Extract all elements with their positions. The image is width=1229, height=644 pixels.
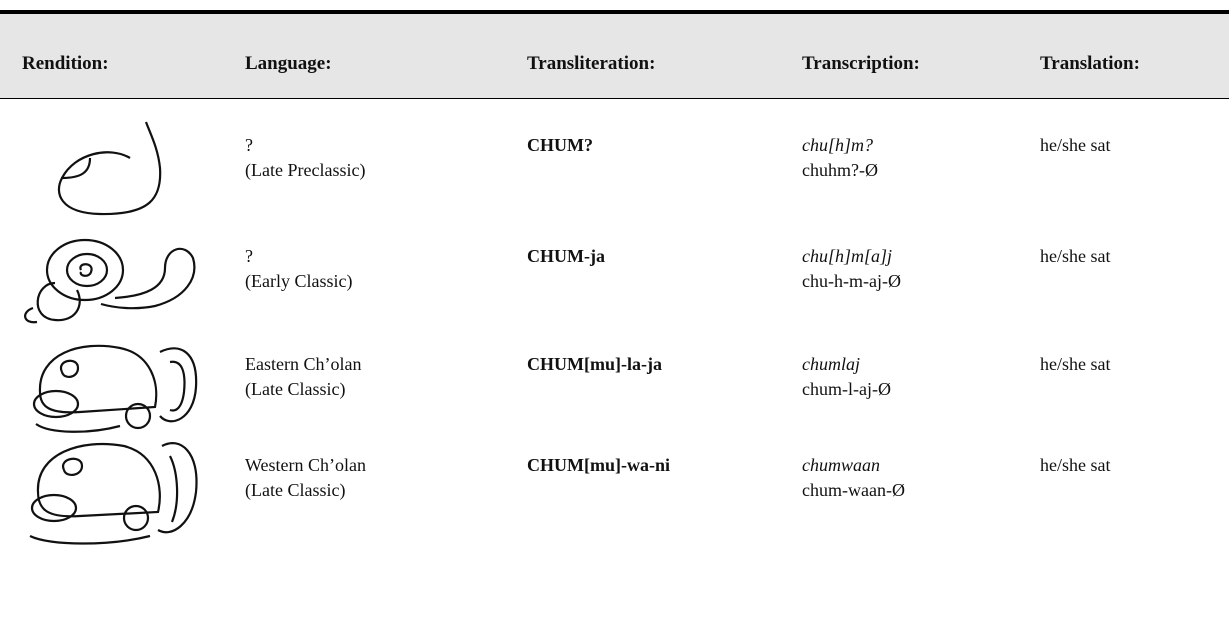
transcription: chu[h]m? [802, 135, 873, 155]
translation: he/she sat [1040, 246, 1111, 266]
translation: he/she sat [1040, 135, 1111, 155]
translation: he/she sat [1040, 354, 1111, 374]
transcription: chum-waan-Ø [802, 480, 905, 500]
transcription: chumwaan [802, 455, 880, 475]
language: (Early Classic) [245, 271, 353, 291]
column-header: Language: [245, 53, 332, 74]
column-header: Transcription: [802, 53, 920, 74]
language: Western Ch’olan [245, 455, 367, 475]
language: (Late Classic) [245, 379, 346, 399]
column-header: Transliteration: [527, 53, 656, 74]
transcription: chu-h-m-aj-Ø [802, 271, 901, 291]
column-header: Rendition: [22, 53, 109, 74]
glyph-rendition [24, 238, 196, 324]
transcription: chum-l-aj-Ø [802, 379, 891, 399]
language: (Late Classic) [245, 480, 346, 500]
transliteration: CHUM[mu]-la-ja [527, 354, 662, 374]
glyph-rendition [29, 442, 198, 545]
transliteration: CHUM[mu]-wa-ni [527, 455, 670, 475]
transcription: chuhm?-Ø [802, 160, 878, 180]
glyph-rendition [57, 121, 162, 216]
language: Eastern Ch’olan [245, 354, 362, 374]
translation: he/she sat [1040, 455, 1111, 475]
language: ? [245, 246, 253, 266]
table-header: Rendition: Language: Transliteration: Trans… [0, 10, 1229, 99]
language: ? [245, 135, 253, 155]
transcription: chumlaj [802, 354, 860, 374]
transcription: chu[h]m[a]j [802, 246, 893, 266]
transliteration: CHUM? [527, 135, 593, 155]
transliteration: CHUM-ja [527, 246, 605, 266]
language: (Late Preclassic) [245, 160, 366, 180]
glyph-rendition [32, 344, 198, 433]
column-header: Translation: [1040, 53, 1140, 74]
